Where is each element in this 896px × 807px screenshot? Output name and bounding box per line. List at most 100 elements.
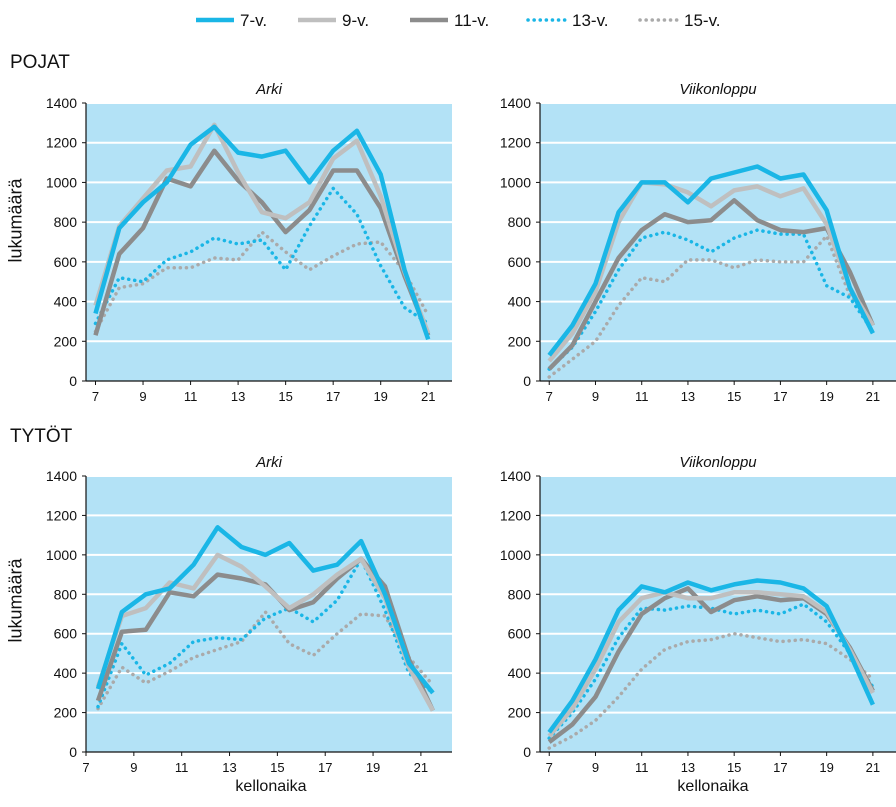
- series-line: [547, 228, 875, 371]
- x-tick-label: 7: [92, 389, 99, 404]
- x-tick-label: 17: [318, 760, 332, 775]
- series-line: [96, 557, 435, 709]
- y-tick-label: 1400: [46, 95, 77, 111]
- x-tick-label: 9: [130, 760, 137, 775]
- y-tick-label: 600: [508, 254, 532, 270]
- legend-item: 9-v.: [298, 11, 369, 30]
- y-tick-label: 600: [508, 626, 532, 642]
- x-tick-label: 15: [278, 389, 292, 404]
- x-tick-label: 9: [592, 389, 599, 404]
- y-tick-label: 400: [508, 665, 532, 681]
- group-title-boys: POJAT: [10, 52, 70, 73]
- legend-label: 15-v.: [684, 11, 721, 30]
- series-line: [547, 590, 875, 738]
- y-tick-label: 0: [69, 373, 77, 389]
- legend-item: 11-v.: [410, 11, 489, 30]
- chart-title: Arki: [255, 81, 283, 98]
- legend-item: 13-v.: [526, 11, 609, 30]
- series-line: [547, 180, 875, 363]
- series-line: [547, 578, 875, 734]
- x-tick-label: 21: [866, 760, 880, 775]
- y-tick-label: 600: [54, 254, 78, 270]
- x-tick-label: 11: [184, 389, 198, 404]
- x-tick-label: 11: [635, 389, 649, 404]
- y-tick-label: 0: [523, 744, 531, 760]
- y-tick-label: 600: [54, 626, 78, 642]
- y-tick-label: 400: [54, 665, 78, 681]
- y-tick-label: 1000: [46, 547, 77, 563]
- y-tick-label: 1000: [500, 174, 531, 190]
- x-tick-label: 17: [773, 760, 787, 775]
- x-axis-label-right: kellonaika: [677, 778, 749, 795]
- y-tick-label: 1200: [500, 507, 531, 523]
- y-tick-label: 200: [54, 333, 78, 349]
- chart-title: Arki: [255, 454, 283, 471]
- y-tick-label: 800: [54, 214, 78, 230]
- x-tick-label: 17: [326, 389, 340, 404]
- x-tick-label: 13: [231, 389, 245, 404]
- group-title-girls: TYTÖT: [10, 426, 73, 447]
- y-tick-label: 200: [508, 705, 532, 721]
- x-tick-label: 13: [222, 760, 236, 775]
- y-tick-label: 1000: [46, 174, 77, 190]
- x-tick-label: 21: [866, 389, 880, 404]
- y-tick-label: 800: [508, 586, 532, 602]
- y-tick-label: 400: [54, 294, 78, 310]
- x-tick-label: 11: [175, 760, 189, 775]
- y-tick-label: 200: [54, 705, 78, 721]
- x-tick-label: 21: [414, 760, 428, 775]
- x-tick-label: 13: [681, 760, 695, 775]
- series-line: [547, 631, 875, 750]
- y-tick-label: 1400: [46, 468, 77, 484]
- legend: 7-v. 9-v. 11-v. 13-v. 15-v.: [196, 11, 721, 30]
- x-tick-label: 11: [635, 760, 649, 775]
- x-tick-label: 7: [546, 389, 553, 404]
- y-tick-label: 1000: [500, 547, 531, 563]
- series-line: [547, 198, 875, 371]
- legend-item: 15-v.: [638, 11, 721, 30]
- legend-label: 9-v.: [342, 11, 369, 30]
- x-tick-label: 19: [819, 389, 833, 404]
- series-line: [93, 148, 431, 337]
- y-tick-label: 200: [508, 333, 532, 349]
- y-tick-label: 1400: [500, 95, 531, 111]
- x-tick-label: 9: [592, 760, 599, 775]
- legend-label: 13-v.: [572, 11, 609, 30]
- y-tick-label: 0: [69, 744, 77, 760]
- x-axis-label-left: kellonaika: [235, 778, 307, 795]
- x-tick-label: 19: [366, 760, 380, 775]
- series-line: [547, 602, 875, 740]
- y-tick-label: 1400: [500, 468, 531, 484]
- series-line: [96, 610, 435, 711]
- legend-label: 11-v.: [454, 11, 489, 30]
- series-line: [93, 124, 431, 341]
- y-tick-label: 1200: [500, 135, 531, 151]
- plot-area: [540, 476, 896, 752]
- y-tick-label: 1200: [46, 507, 77, 523]
- y-tick-label: 0: [523, 373, 531, 389]
- y-tick-label: 1200: [46, 135, 77, 151]
- x-tick-label: 17: [773, 389, 787, 404]
- legend-item: 7-v.: [196, 11, 267, 30]
- y-tick-label: 800: [508, 214, 532, 230]
- series-line: [95, 525, 435, 695]
- x-tick-label: 19: [373, 389, 387, 404]
- x-tick-label: 7: [82, 760, 89, 775]
- series-line: [547, 164, 875, 357]
- x-tick-label: 15: [270, 760, 284, 775]
- legend-label: 7-v.: [240, 11, 267, 30]
- series-line: [93, 230, 430, 334]
- series-line: [93, 186, 430, 326]
- series-line: [95, 552, 435, 712]
- y-tick-label: 800: [54, 586, 78, 602]
- x-tick-label: 19: [819, 760, 833, 775]
- x-tick-label: 9: [139, 389, 146, 404]
- series-line: [93, 122, 431, 335]
- x-tick-label: 13: [681, 389, 695, 404]
- y-tick-label: 400: [508, 294, 532, 310]
- x-tick-label: 21: [421, 389, 435, 404]
